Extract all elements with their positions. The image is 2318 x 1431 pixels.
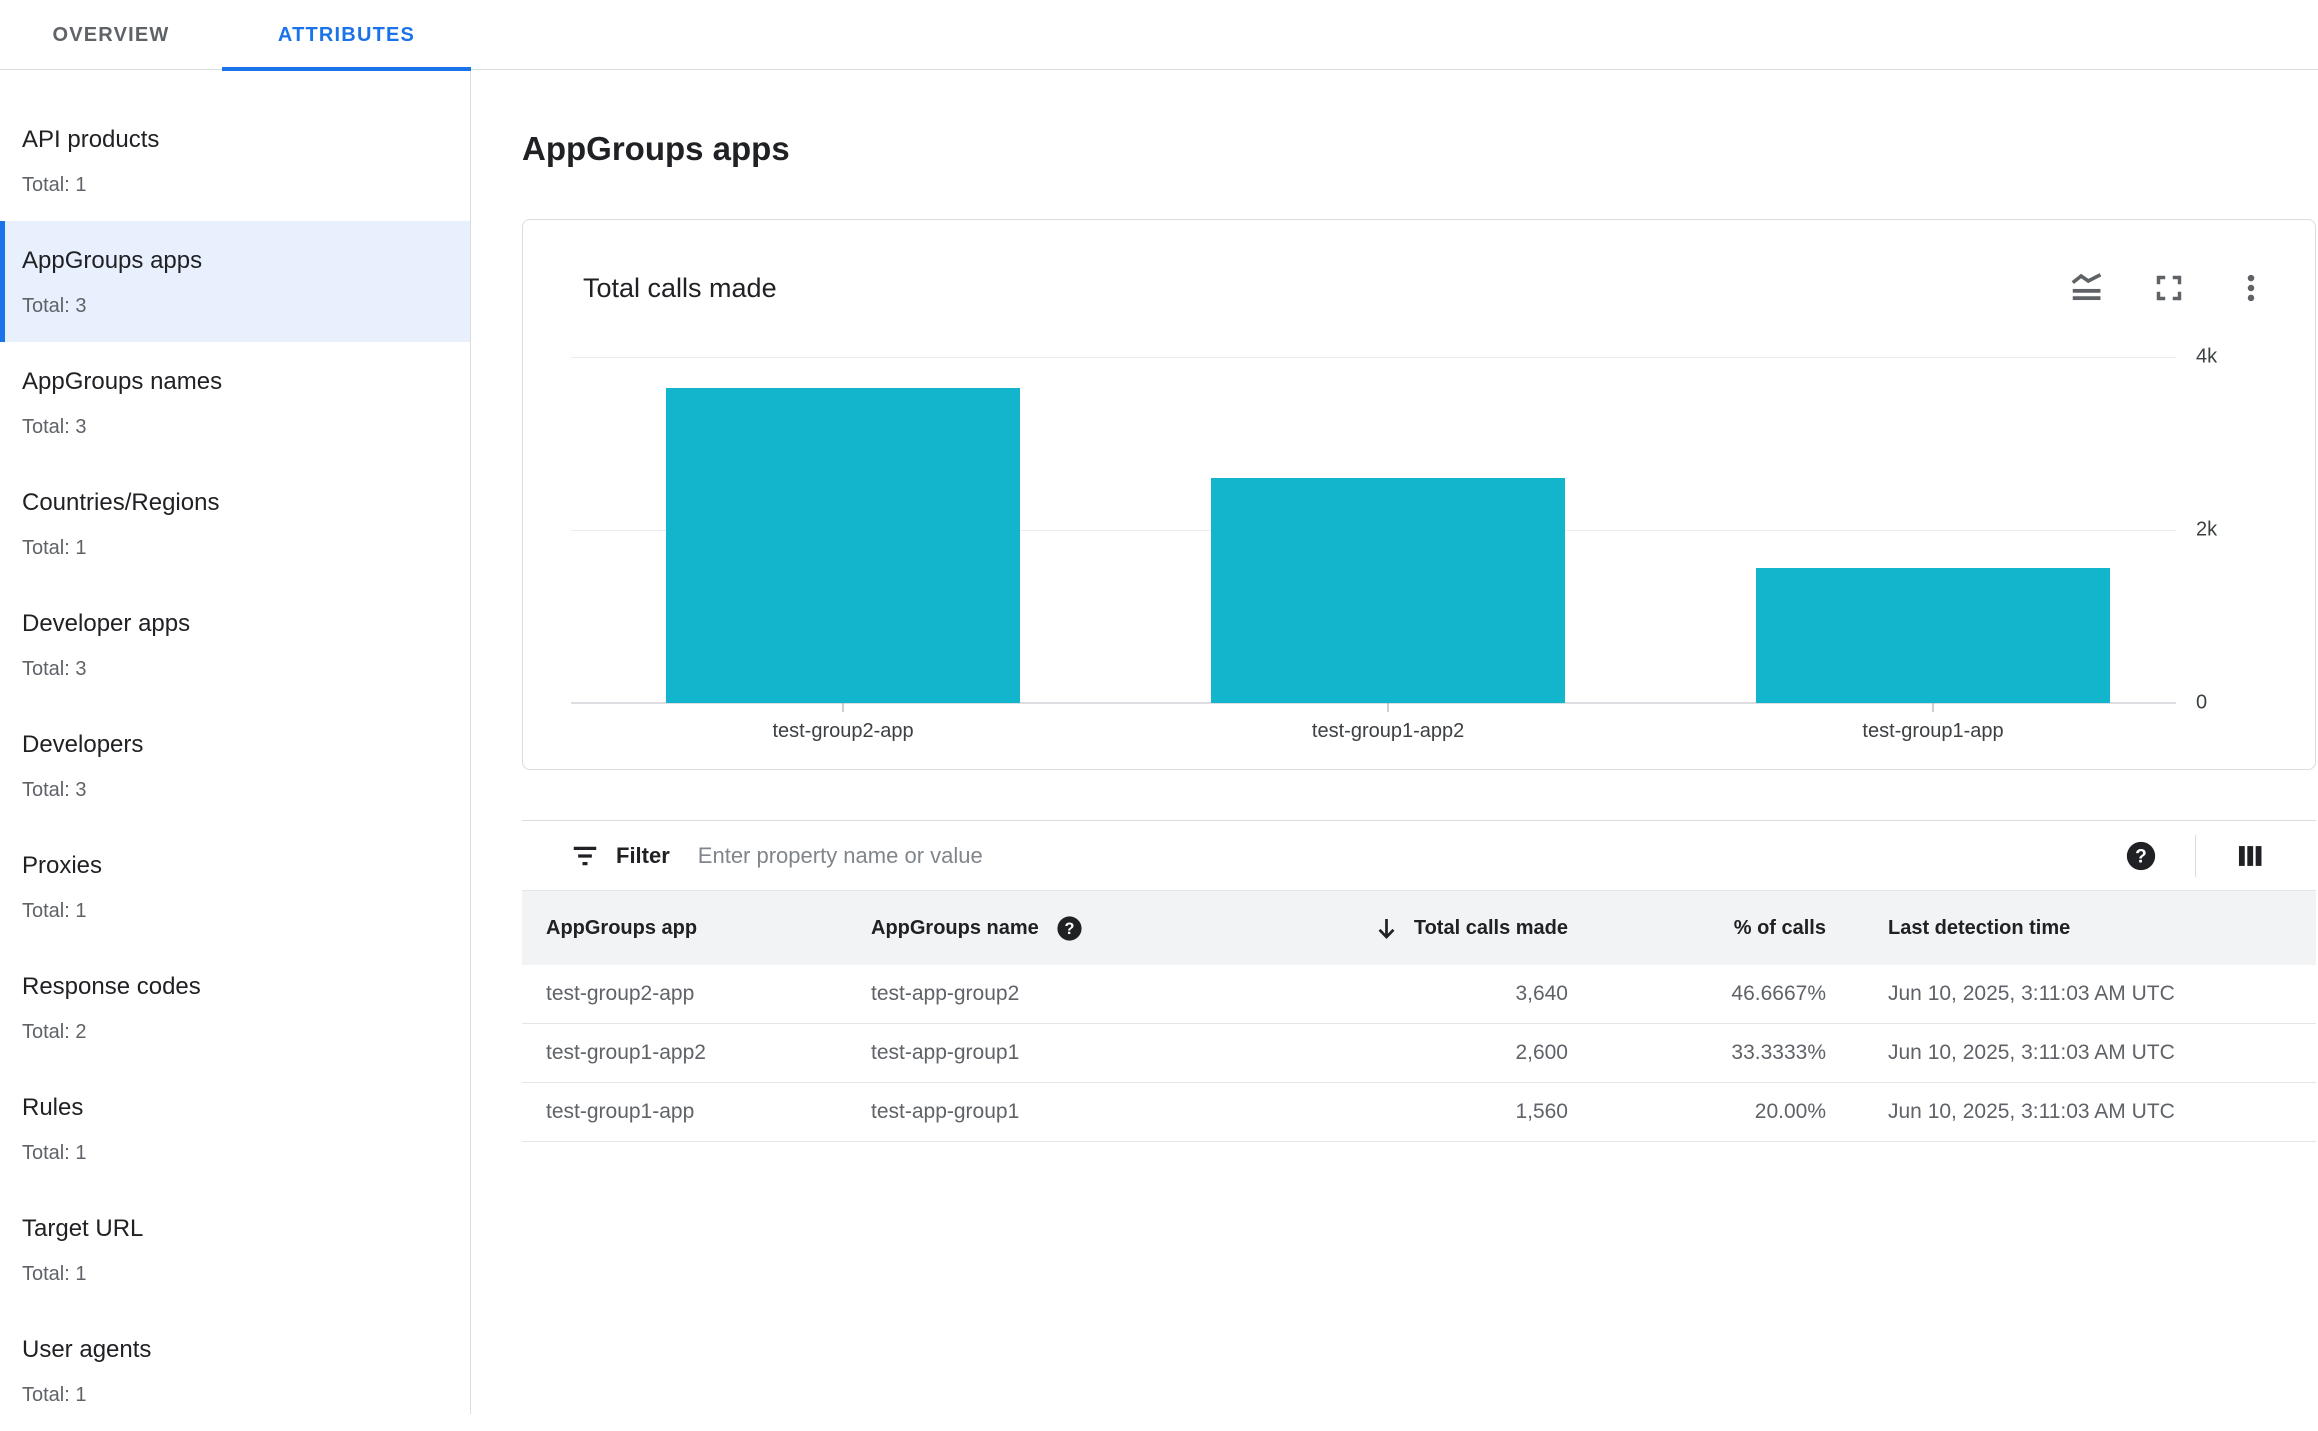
sidebar-item-developers[interactable]: Developers Total: 3 — [0, 705, 470, 826]
main-content: AppGroups apps Total calls made — [472, 70, 2318, 1414]
sidebar-item-user-agents[interactable]: User agents Total: 1 — [0, 1310, 470, 1431]
chart-type-icon[interactable] — [2067, 268, 2107, 308]
sidebar-item-appgroups-names[interactable]: AppGroups names Total: 3 — [0, 342, 470, 463]
column-display-icon[interactable] — [2230, 836, 2270, 876]
cell-last-detection-time: Jun 10, 2025, 3:11:03 AM UTC — [1888, 1100, 2175, 1123]
svg-text:?: ? — [1064, 920, 1074, 938]
sidebar-item-total: Total: 1 — [22, 174, 87, 196]
sidebar-item-response-codes[interactable]: Response codes Total: 2 — [0, 947, 470, 1068]
help-icon[interactable]: ? — [1055, 914, 1084, 943]
attributes-table-section: Filter ? AppGroups app — [522, 820, 2316, 1142]
sidebar-item-total: Total: 1 — [22, 1142, 87, 1164]
cell-total-calls: 3,640 — [1515, 982, 1568, 1005]
tab-overview[interactable]: OVERVIEW — [0, 0, 222, 70]
y-axis-tick-label: 0 — [2196, 691, 2208, 714]
sidebar-item-total: Total: 3 — [22, 295, 87, 317]
sidebar-item-countries-regions[interactable]: Countries/Regions Total: 1 — [0, 463, 470, 584]
cell-appgroups-app: test-group1-app — [546, 1100, 695, 1123]
tab-attributes[interactable]: ATTRIBUTES — [222, 0, 471, 71]
bar-chart: 4k 2k 0 test-group2-app test-group1-app2… — [571, 346, 2217, 742]
cell-last-detection-time: Jun 10, 2025, 3:11:03 AM UTC — [1888, 1041, 2175, 1064]
cell-pct-of-calls: 46.6667% — [1731, 982, 1826, 1005]
table-row: test-group1-app2 test-app-group1 2,600 3… — [522, 1024, 2316, 1083]
x-axis-tick — [1932, 703, 1934, 712]
column-header-appgroups-app[interactable]: AppGroups app — [546, 916, 698, 939]
sidebar-item-proxies[interactable]: Proxies Total: 1 — [0, 826, 470, 947]
help-icon[interactable]: ? — [2121, 836, 2161, 876]
sort-desc-arrow-icon — [1373, 915, 1400, 942]
attributes-sidebar: API products Total: 1 AppGroups apps Tot… — [0, 70, 471, 1414]
sidebar-item-total: Total: 3 — [22, 658, 87, 680]
sidebar-item-label: AppGroups names — [22, 368, 223, 395]
sidebar-item-label: Developers — [22, 731, 144, 758]
cell-appgroups-app: test-group2-app — [546, 982, 695, 1005]
chart-card: Total calls made — [522, 219, 2316, 770]
filter-label: Filter — [616, 842, 670, 868]
filter-bar: Filter ? — [522, 820, 2316, 890]
sidebar-item-target-url[interactable]: Target URL Total: 1 — [0, 1189, 470, 1310]
sidebar-item-developer-apps[interactable]: Developer apps Total: 3 — [0, 584, 470, 705]
column-header-pct-of-calls[interactable]: % of calls — [1733, 916, 1826, 939]
cell-pct-of-calls: 20.00% — [1754, 1100, 1826, 1123]
cell-appgroups-name: test-app-group1 — [871, 1041, 1020, 1064]
sidebar-item-total: Total: 1 — [22, 1263, 87, 1285]
sidebar-item-total: Total: 1 — [22, 1384, 87, 1406]
column-header-total-calls-made[interactable]: Total calls made — [1346, 915, 1568, 942]
cell-total-calls: 1,560 — [1515, 1100, 1568, 1123]
sidebar-item-label: User agents — [22, 1336, 152, 1363]
sidebar-item-label: AppGroups apps — [22, 247, 203, 274]
tab-attributes-label: ATTRIBUTES — [277, 23, 416, 46]
x-axis-tick — [1387, 703, 1389, 712]
cell-appgroups-app: test-group1-app2 — [546, 1041, 706, 1064]
tab-overview-label: OVERVIEW — [52, 23, 170, 46]
filter-icon — [570, 841, 600, 871]
gridline — [571, 357, 2176, 358]
table-row: test-group1-app test-app-group1 1,560 20… — [522, 1083, 2316, 1142]
x-axis-tick — [842, 703, 844, 712]
sidebar-item-rules[interactable]: Rules Total: 1 — [0, 1068, 470, 1189]
cell-pct-of-calls: 33.3333% — [1731, 1041, 1826, 1064]
chart-bar[interactable] — [1211, 478, 1566, 703]
divider — [2195, 834, 2196, 877]
cell-appgroups-name: test-app-group2 — [871, 982, 1020, 1005]
sidebar-item-label: Rules — [22, 1094, 84, 1121]
y-axis-tick-label: 2k — [2196, 518, 2218, 541]
sidebar-item-label: API products — [22, 126, 160, 153]
tab-bar: OVERVIEW ATTRIBUTES — [0, 0, 2318, 71]
sidebar-item-label: Countries/Regions — [22, 489, 220, 516]
page-title: AppGroups apps — [522, 130, 790, 167]
x-axis-label: test-group1-app2 — [1311, 720, 1465, 742]
x-axis-label: test-group1-app — [1862, 720, 2004, 742]
sidebar-item-label: Developer apps — [22, 610, 191, 637]
more-vert-icon[interactable] — [2231, 268, 2271, 308]
x-axis-label: test-group2-app — [772, 720, 914, 742]
table-header-row: AppGroups app AppGroups name ? Total c — [522, 890, 2316, 965]
sidebar-item-api-products[interactable]: API products Total: 1 — [0, 100, 470, 221]
column-header-last-detection-time[interactable]: Last detection time — [1888, 916, 2071, 939]
chart-bar[interactable] — [1755, 568, 2111, 703]
fullscreen-icon[interactable] — [2149, 268, 2189, 308]
chart-bar[interactable] — [666, 388, 1021, 703]
sidebar-item-total: Total: 1 — [22, 537, 87, 559]
column-header-appgroups-name[interactable]: AppGroups name ? — [871, 914, 1346, 943]
filter-input[interactable] — [697, 842, 2121, 869]
svg-text:?: ? — [2135, 846, 2147, 867]
sidebar-item-appgroups-apps[interactable]: AppGroups apps Total: 3 — [0, 221, 470, 342]
sidebar-item-total: Total: 3 — [22, 416, 87, 438]
sidebar-item-label: Target URL — [22, 1215, 144, 1242]
sidebar-item-label: Proxies — [22, 852, 103, 879]
sidebar-item-total: Total: 1 — [22, 900, 87, 922]
table-row: test-group2-app test-app-group2 3,640 46… — [522, 965, 2316, 1024]
chart-title: Total calls made — [583, 272, 777, 303]
cell-total-calls: 2,600 — [1515, 1041, 1568, 1064]
sidebar-item-label: Response codes — [22, 973, 201, 1000]
x-axis-line — [571, 702, 2176, 704]
sidebar-item-total: Total: 2 — [22, 1021, 87, 1043]
cell-last-detection-time: Jun 10, 2025, 3:11:03 AM UTC — [1888, 982, 2175, 1005]
cell-appgroups-name: test-app-group1 — [871, 1100, 1020, 1123]
sidebar-item-total: Total: 3 — [22, 779, 87, 801]
y-axis-tick-label: 4k — [2196, 345, 2218, 368]
